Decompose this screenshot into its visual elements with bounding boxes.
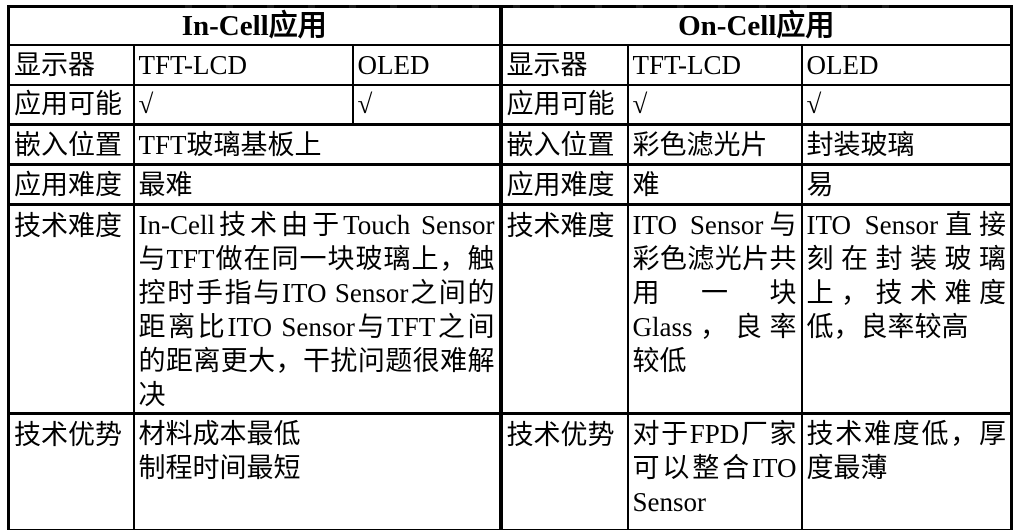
tech-advantage-content-left: 材料成本最低 制程时间最短 [132, 412, 502, 530]
embed-position-row: 嵌入位置 TFT玻璃基板上 嵌入位置 彩色滤光片 封装玻璃 [7, 123, 1013, 166]
embed-label-right: 嵌入位置 [498, 123, 629, 166]
display-type-row: 显示器 TFT-LCD OLED 显示器 TFT-LCD OLED [7, 43, 1013, 86]
clipped-text-remnant [185, 5, 900, 8]
display-tft-right: TFT-LCD [626, 43, 803, 86]
applicable-label-left: 应用可能 [7, 83, 135, 126]
display-oled-right: OLED [800, 43, 1013, 86]
applicable-check-tft-right: √ [626, 83, 803, 126]
display-label-left: 显示器 [7, 43, 135, 86]
technical-difficulty-row: 技术难度 In-Cell技术由于Touch Sensor与TFT做在同一块玻璃上… [7, 203, 1013, 415]
app-difficulty-oled-right: 易 [800, 163, 1013, 206]
applicable-check-oled-right: √ [800, 83, 1013, 126]
display-label-right: 显示器 [498, 43, 629, 86]
comparison-table-page: In-Cell应用 On-Cell应用 显示器 TFT-LCD OLED 显示器… [0, 5, 1034, 530]
tech-advantage-tft-right: 对于FPD厂家可以整合ITO Sensor [626, 412, 803, 530]
applicable-check-oled-left: √ [351, 83, 502, 126]
app-difficulty-label-right: 应用难度 [498, 163, 629, 206]
tech-difficulty-label-right: 技术难度 [498, 203, 629, 415]
in-cell-section-title: In-Cell应用 [7, 5, 502, 46]
embed-content-left: TFT玻璃基板上 [132, 123, 502, 166]
display-tft-left: TFT-LCD [132, 43, 354, 86]
applicable-check-tft-left: √ [132, 83, 354, 126]
tech-difficulty-oled-right: ITO Sensor直接刻在封装玻璃上，技术难度低，良率较高 [800, 203, 1013, 415]
section-header-row: In-Cell应用 On-Cell应用 [7, 5, 1013, 46]
tech-advantage-oled-right: 技术难度低，厚度最薄 [800, 412, 1013, 530]
applicable-label-right: 应用可能 [498, 83, 629, 126]
applicability-row: 应用可能 √ √ 应用可能 √ √ [7, 83, 1013, 126]
incell-oncell-comparison-table: In-Cell应用 On-Cell应用 显示器 TFT-LCD OLED 显示器… [7, 5, 1014, 530]
embed-label-left: 嵌入位置 [7, 123, 135, 166]
tech-advantage-label-left: 技术优势 [7, 412, 135, 530]
application-difficulty-row: 应用难度 最难 应用难度 难 易 [7, 163, 1013, 206]
tech-difficulty-tft-right: ITO Sensor与彩色滤光片共用一块Glass，良率较低 [626, 203, 803, 415]
app-difficulty-tft-right: 难 [626, 163, 803, 206]
embed-oled-right: 封装玻璃 [800, 123, 1013, 166]
technical-advantage-row: 技术优势 材料成本最低 制程时间最短 技术优势 对于FPD厂家可以整合ITO S… [7, 412, 1013, 530]
on-cell-section-title: On-Cell应用 [498, 5, 1013, 46]
app-difficulty-content-left: 最难 [132, 163, 502, 206]
tech-difficulty-label-left: 技术难度 [7, 203, 135, 415]
display-oled-left: OLED [351, 43, 502, 86]
app-difficulty-label-left: 应用难度 [7, 163, 135, 206]
tech-advantage-label-right: 技术优势 [498, 412, 629, 530]
embed-tft-right: 彩色滤光片 [626, 123, 803, 166]
tech-difficulty-content-left: In-Cell技术由于Touch Sensor与TFT做在同一块玻璃上，触控时手… [132, 203, 502, 415]
